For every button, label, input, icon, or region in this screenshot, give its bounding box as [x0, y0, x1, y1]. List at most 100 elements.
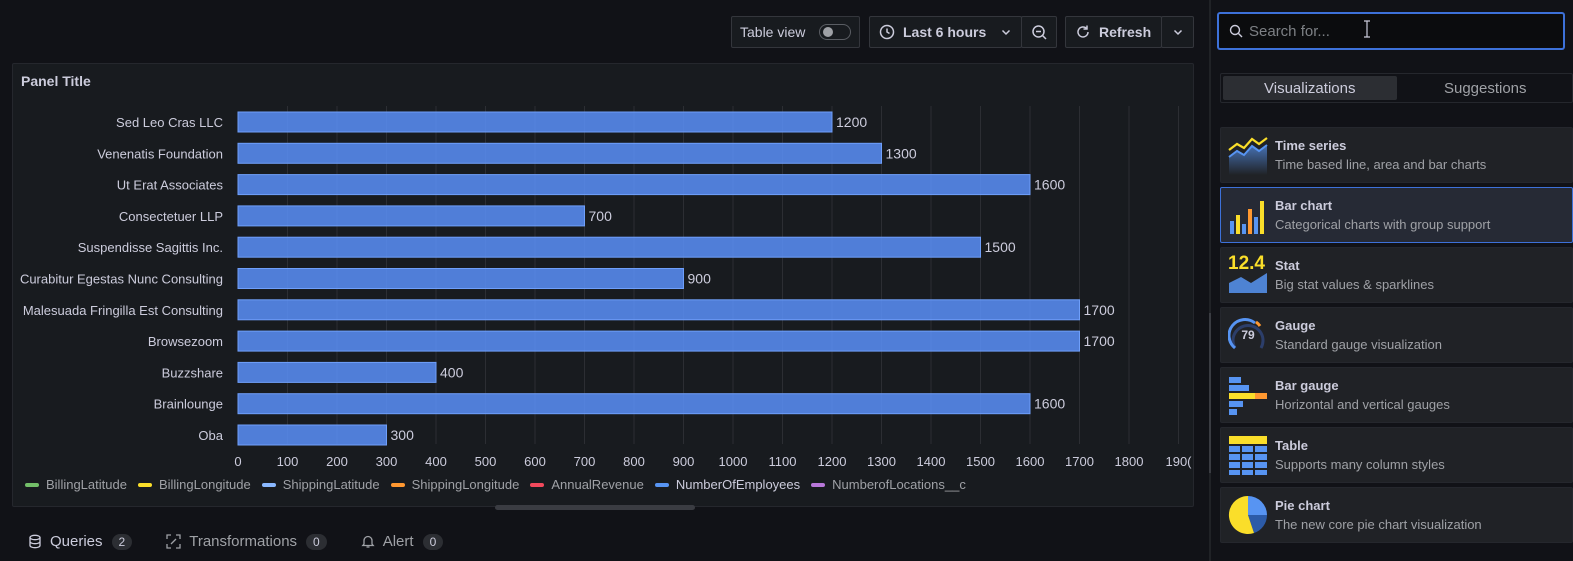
- query-tabs: Queries 2 Transformations 0 Alert 0: [28, 533, 477, 550]
- viz-description: Supports many column styles: [1275, 457, 1445, 472]
- viz-description: Categorical charts with group support: [1275, 217, 1491, 232]
- category-label: Sed Leo Cras LLC: [116, 115, 223, 130]
- horizontal-scrollbar[interactable]: [495, 505, 695, 510]
- x-tick-label: 1700: [1065, 454, 1094, 469]
- database-icon: [28, 534, 50, 549]
- viz-description: Horizontal and vertical gauges: [1275, 397, 1450, 412]
- legend-swatch: [654, 482, 669, 487]
- x-tick-label: 1400: [917, 454, 946, 469]
- pane-splitter[interactable]: [1209, 0, 1211, 561]
- legend-swatch: [25, 482, 39, 487]
- viz-text: Gauge Standard gauge visualization: [1275, 318, 1442, 352]
- viz-description: Standard gauge visualization: [1275, 337, 1442, 352]
- legend-item[interactable]: BillingLongitude: [137, 477, 251, 492]
- refresh-icon: [1077, 25, 1089, 38]
- viz-item-time-series[interactable]: Time series Time based line, area and bar…: [1220, 127, 1573, 183]
- legend-item[interactable]: NumberOfEmployees: [654, 477, 801, 492]
- tab-label: Queries: [50, 533, 103, 550]
- category-label: Brainlounge: [154, 397, 223, 412]
- value-label: 1700: [1084, 333, 1115, 349]
- search-box: [1218, 13, 1564, 49]
- viz-item-gauge[interactable]: 79 Gauge Standard gauge visualization: [1220, 307, 1573, 363]
- panel-title[interactable]: Panel Title: [21, 73, 91, 89]
- viz-name: Gauge: [1275, 318, 1316, 333]
- tab-alert[interactable]: Alert 0: [361, 533, 444, 550]
- chevron-down-icon: [1001, 29, 1011, 36]
- legend-swatch: [137, 482, 152, 487]
- transform-icon: [166, 534, 189, 549]
- viz-description: Big stat values & sparklines: [1275, 277, 1434, 292]
- value-label: 700: [589, 208, 613, 224]
- bar: [237, 361, 437, 383]
- time-series-icon: [1228, 135, 1268, 175]
- viz-tabs: Visualizations Suggestions: [1220, 73, 1573, 103]
- x-tick-label: 800: [623, 454, 645, 469]
- viz-text: Stat Big stat values & sparklines: [1275, 258, 1434, 292]
- legend-swatch: [261, 482, 276, 487]
- visualization-list: Time series Time based line, area and bar…: [1220, 127, 1573, 547]
- viz-name: Bar chart: [1275, 198, 1333, 213]
- category-label: Suspendisse Sagittis Inc.: [78, 240, 223, 255]
- value-label: 1200: [836, 114, 867, 130]
- viz-item-bar-gauge[interactable]: Bar gauge Horizontal and vertical gauges: [1220, 367, 1573, 423]
- viz-item-pie-chart[interactable]: Pie chart The new core pie chart visualiz…: [1220, 487, 1573, 543]
- legend-item[interactable]: ShippingLatitude: [261, 477, 380, 492]
- viz-text: Table Supports many column styles: [1275, 438, 1445, 472]
- legend-label: NumberOfEmployees: [675, 477, 801, 492]
- legend-item[interactable]: ShippingLongitude: [390, 477, 519, 492]
- bar: [237, 174, 1031, 196]
- tab-transformations[interactable]: Transformations 0: [166, 533, 327, 550]
- refresh-button[interactable]: Refresh: [1065, 16, 1162, 48]
- viz-item-stat[interactable]: 12.4 Stat Big stat values & sparklines: [1220, 247, 1573, 303]
- x-tick-label: 1600: [1016, 454, 1045, 469]
- category-label: Malesuada Fringilla Est Consulting: [23, 303, 223, 318]
- value-label: 1500: [985, 239, 1016, 255]
- legend-label: NumberofLocations__c: [832, 477, 966, 492]
- chevron-down-icon: [1173, 29, 1182, 36]
- search-icon: [1229, 24, 1243, 38]
- legend-label: BillingLongitude: [158, 477, 251, 492]
- zoom-out-button[interactable]: [1021, 16, 1057, 48]
- legend-label: BillingLatitude: [46, 477, 127, 492]
- x-tick-label: 1300: [867, 454, 896, 469]
- category-label: Consectetuer LLP: [119, 209, 223, 224]
- search-input[interactable]: [1249, 22, 1529, 40]
- legend-swatch: [530, 482, 545, 487]
- tab-label: Alert: [382, 533, 414, 550]
- refresh-interval-dropdown[interactable]: [1161, 16, 1194, 48]
- time-range-picker[interactable]: Last 6 hours: [869, 16, 1022, 48]
- viz-text: Pie chart The new core pie chart visualiz…: [1275, 498, 1482, 532]
- tab-suggestions[interactable]: Suggestions: [1443, 79, 1527, 97]
- bar: [237, 424, 387, 446]
- value-label: 300: [391, 427, 415, 443]
- x-tick-label: 1500: [966, 454, 995, 469]
- viz-text: Time series Time based line, area and bar…: [1275, 138, 1486, 172]
- tab-queries[interactable]: Queries 2: [28, 533, 133, 550]
- text-cursor-icon: [1364, 20, 1370, 38]
- viz-item-bar-chart[interactable]: Bar chart Categorical charts with group s…: [1220, 187, 1573, 243]
- table-view-toggle[interactable]: Table view: [731, 16, 860, 48]
- x-tick-label: 900: [673, 454, 695, 469]
- tab-visualizations[interactable]: Visualizations: [1223, 76, 1397, 100]
- splitter-handle[interactable]: [1209, 313, 1211, 473]
- tab-label: Transformations: [189, 533, 298, 550]
- zoom-out-icon: [1031, 24, 1047, 40]
- value-label: 1600: [1034, 177, 1065, 193]
- value-label: 1600: [1034, 396, 1065, 412]
- legend-item[interactable]: NumberofLocations__c: [811, 477, 966, 492]
- legend-item[interactable]: BillingLatitude: [25, 477, 127, 492]
- legend-label: ShippingLatitude: [282, 477, 380, 492]
- time-range-label: Last 6 hours: [903, 24, 987, 40]
- x-tick-label: 300: [376, 454, 398, 469]
- bar: [237, 111, 833, 133]
- viz-description: The new core pie chart visualization: [1275, 517, 1482, 532]
- legend-item[interactable]: AnnualRevenue: [530, 477, 644, 492]
- bar: [237, 205, 585, 227]
- toggle-switch[interactable]: [819, 24, 851, 40]
- legend-swatch: [811, 482, 826, 487]
- stat-icon: 12.4: [1228, 253, 1268, 295]
- legend-label: AnnualRevenue: [551, 477, 644, 492]
- refresh-label: Refresh: [1099, 24, 1152, 40]
- tab-count-badge: 2: [111, 533, 133, 550]
- viz-item-table[interactable]: Table Supports many column styles: [1220, 427, 1573, 483]
